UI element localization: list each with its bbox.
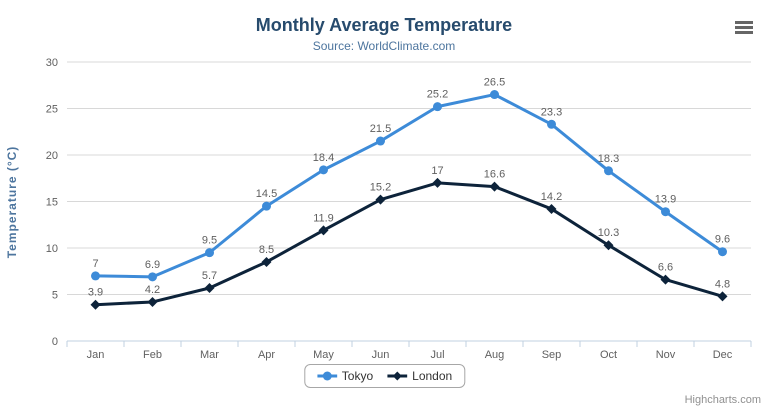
data-point-tokyo-Aug[interactable] xyxy=(490,90,499,100)
hamburger-menu-icon xyxy=(735,21,753,24)
data-point-london-Jun[interactable] xyxy=(375,194,386,205)
x-axis-label: Sep xyxy=(542,349,562,361)
data-point-tokyo-Sep[interactable] xyxy=(547,119,556,129)
data-point-tokyo-Jul[interactable] xyxy=(433,102,442,112)
x-axis-label: Jan xyxy=(87,349,105,361)
data-label: 18.3 xyxy=(598,153,619,165)
data-point-tokyo-Jun[interactable] xyxy=(376,136,385,146)
data-label: 6.9 xyxy=(145,259,160,271)
legend-symbol-diamond xyxy=(392,371,402,381)
y-axis-label: 15 xyxy=(46,197,58,209)
data-label: 15.2 xyxy=(370,182,391,194)
legend: Tokyo London xyxy=(303,364,466,388)
data-label: 13.9 xyxy=(655,194,676,206)
data-point-london-Feb[interactable] xyxy=(147,296,158,307)
data-label: 9.6 xyxy=(715,234,730,246)
x-axis-label: Jul xyxy=(430,349,444,361)
data-label: 5.7 xyxy=(202,270,217,282)
data-label: 10.3 xyxy=(598,227,619,239)
data-label: 18.4 xyxy=(313,152,334,164)
y-axis-label: 30 xyxy=(46,57,58,69)
data-point-london-Dec[interactable] xyxy=(717,291,728,302)
hamburger-menu-icon xyxy=(735,26,753,29)
data-point-tokyo-Jan[interactable] xyxy=(91,271,100,281)
legend-item-tokyo[interactable]: Tokyo xyxy=(316,369,374,383)
data-label: 3.9 xyxy=(88,287,103,299)
hamburger-menu-icon xyxy=(735,31,753,34)
x-axis-label: Aug xyxy=(485,349,505,361)
data-point-london-May[interactable] xyxy=(318,225,329,236)
data-point-tokyo-May[interactable] xyxy=(319,165,328,175)
data-point-london-Jul[interactable] xyxy=(432,177,443,188)
x-axis-label: Dec xyxy=(713,349,733,361)
data-point-tokyo-Apr[interactable] xyxy=(262,201,271,211)
data-label: 16.6 xyxy=(484,169,505,181)
data-label: 7 xyxy=(92,258,98,270)
data-label: 4.2 xyxy=(145,284,160,296)
legend-item-london[interactable]: London xyxy=(387,369,452,383)
data-label: 6.6 xyxy=(658,262,673,274)
data-point-tokyo-Dec[interactable] xyxy=(718,247,727,257)
highcharts-credits-link[interactable]: Highcharts.com xyxy=(684,394,761,406)
series-line-tokyo[interactable] xyxy=(94,93,724,279)
data-point-tokyo-Feb[interactable] xyxy=(148,272,157,282)
data-point-london-Nov[interactable] xyxy=(660,274,671,285)
data-point-london-Mar[interactable] xyxy=(204,282,215,293)
y-axis-label: 5 xyxy=(52,290,58,302)
y-axis-title: Temperature (°C) xyxy=(5,146,19,259)
data-label: 23.3 xyxy=(541,106,562,118)
data-point-london-Sep[interactable] xyxy=(546,203,557,214)
series-line-london[interactable] xyxy=(94,181,724,307)
data-point-london-Oct[interactable] xyxy=(603,240,614,251)
data-label: 17 xyxy=(431,165,443,177)
data-label: 14.5 xyxy=(256,188,277,200)
x-axis-label: May xyxy=(313,349,334,361)
x-axis-label: Apr xyxy=(258,349,275,361)
chart-title: Monthly Average Temperature xyxy=(256,15,512,35)
axis-layer: 0 5 10 15 20 25 30 Jan Feb Mar Apr May Jun Jul Aug Sep O… xyxy=(46,57,752,361)
chart-subtitle: Source: WorldClimate.com xyxy=(313,39,456,53)
x-axis-label: Jun xyxy=(372,349,390,361)
data-label: 26.5 xyxy=(484,77,505,89)
y-axis-label: 20 xyxy=(46,150,58,162)
legend-symbol-circle xyxy=(322,371,332,381)
legend-marker-london-icon xyxy=(387,371,408,381)
x-axis-label: Mar xyxy=(200,349,219,361)
data-label: 21.5 xyxy=(370,123,391,135)
hamburger-menu-button[interactable] xyxy=(735,21,753,34)
data-point-london-Aug[interactable] xyxy=(489,181,500,192)
data-point-london-Apr[interactable] xyxy=(261,256,272,267)
data-point-london-Jan[interactable] xyxy=(90,299,101,310)
y-axis-label: 10 xyxy=(46,243,58,255)
legend-marker-tokyo-icon xyxy=(316,371,337,381)
y-axis-label: 0 xyxy=(52,336,58,348)
legend-label-london: London xyxy=(412,369,453,383)
data-label: 8.5 xyxy=(259,244,274,256)
series-layer: 7 6.9 9.5 14.5 18.4 21.5 25.2 26.5 23.3 18.3 13.9 9… xyxy=(88,77,730,310)
y-axis-label: 25 xyxy=(46,104,58,116)
data-point-tokyo-Mar[interactable] xyxy=(205,248,214,258)
legend-label-tokyo: Tokyo xyxy=(341,369,374,383)
data-point-tokyo-Oct[interactable] xyxy=(604,166,613,176)
x-axis-label: Feb xyxy=(143,349,162,361)
data-label: 14.2 xyxy=(541,191,562,203)
x-axis-label: Oct xyxy=(600,349,617,361)
data-point-tokyo-Nov[interactable] xyxy=(661,207,670,217)
data-label: 4.8 xyxy=(715,278,730,290)
x-axis-label: Nov xyxy=(656,349,676,361)
data-label: 25.2 xyxy=(427,89,448,101)
data-label: 9.5 xyxy=(202,235,217,247)
data-label: 11.9 xyxy=(313,212,334,224)
